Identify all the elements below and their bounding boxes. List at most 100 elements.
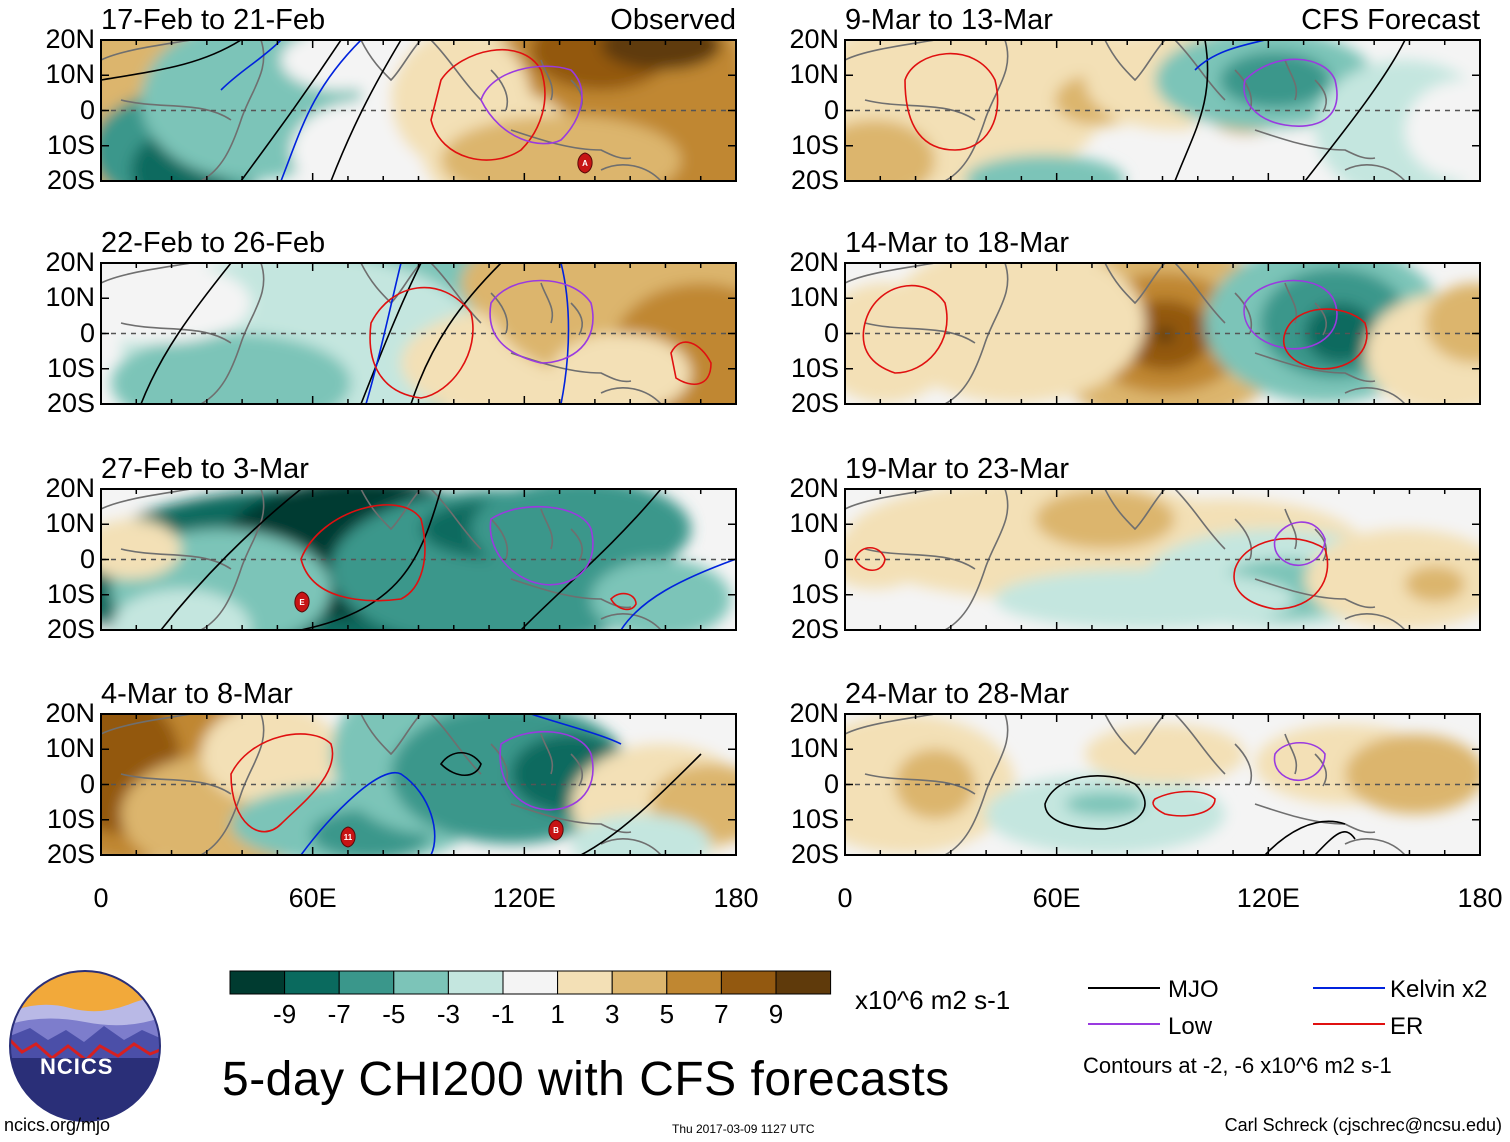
footer-url[interactable]: ncics.org/mjo [4,1115,111,1135]
lat-tick-label: 20N [45,473,95,503]
lon-tick-label: 0 [93,883,109,913]
panel-title: 4-Mar to 8-Mar [101,678,293,710]
colorbar-unit-label: x10^6 m2 s-1 [855,985,1011,1015]
coastlines [101,489,662,630]
colorbar-tick-label: 3 [604,999,620,1029]
colorbar-swatch [611,970,668,995]
chi200-anomaly-field [101,714,736,855]
wave-contours [230,714,702,855]
lat-tick-label: 20S [46,839,95,869]
colorbar-swatch [666,970,722,995]
cfs-forecast-label: CFS Forecast [1301,4,1480,36]
lat-tick-label: 10S [790,578,839,609]
tropical-cyclone-icon: B [548,819,564,841]
lat-tick-label: 10S [790,803,839,834]
lat-tick-label: 10S [46,803,95,834]
panel-title: 17-Feb to 21-Feb [101,4,326,36]
axis-ticks [844,39,1481,182]
colorbar-tick-label: 9 [768,999,784,1029]
lat-tick-label: 10S [46,578,95,609]
lat-tick-label: 0 [823,543,839,574]
axis-ticks [844,713,1481,856]
colorbar-swatch [229,970,286,995]
colorbar-swatch [447,970,504,995]
legend-label: Kelvin x2 [1390,976,1488,1003]
axis-ticks [100,488,737,631]
axis-ticks [844,488,1481,631]
lat-tick-label: 20S [790,165,839,195]
lat-tick-label: 10S [790,352,839,383]
storm-label: A [582,159,588,168]
footer-credit: Carl Schreck (cjschrec@ncsu.edu) [1224,1115,1502,1135]
lon-tick-label: 60E [1032,883,1081,913]
wave-contours [862,279,1368,374]
coastlines [101,263,662,404]
chi200-anomaly-field [101,489,731,630]
ncics-logo [9,970,161,1122]
legend-label: Low [1168,1013,1213,1040]
lat-tick-label: 10N [789,508,839,539]
panel-title: 14-Mar to 18-Mar [845,227,1070,259]
map-panel-p7 [844,488,1481,631]
map-panel-p5 [844,39,1481,182]
storm-label: 11 [344,833,353,842]
footer-timestamp: Thu 2017-03-09 1127 UTC [672,1122,815,1136]
colorbar-tick-label: -3 [436,999,460,1029]
lat-tick-label: 20S [46,614,95,644]
lat-tick-label: 20N [789,698,839,728]
lat-tick-label: 20S [46,165,95,195]
axis-ticks [100,713,737,856]
lat-tick-label: 10N [45,282,95,313]
colorbar-swatch [393,970,449,995]
colorbar-tick-label: -9 [273,999,297,1029]
axis-ticks [100,262,737,405]
lat-tick-label: 20N [789,473,839,503]
lat-tick-label: 10N [45,508,95,539]
lon-tick-label: 180 [1457,883,1503,913]
map-panel-p1 [100,39,737,182]
map-panel-p2 [100,262,737,405]
observed-label: Observed [610,4,736,36]
colorbar-swatch [284,970,340,995]
panel-title: 22-Feb to 26-Feb [101,227,326,259]
lat-tick-label: 20N [45,247,95,277]
colorbar-tick-label: 5 [659,999,675,1029]
wave-contours [101,40,583,181]
lon-tick-label: 0 [837,883,853,913]
colorbar-swatch [720,970,777,995]
map-panel-p6 [844,262,1481,405]
lat-tick-label: 10N [789,733,839,764]
lat-tick-label: 10N [45,733,95,764]
colorbar-swatch [502,970,559,995]
panel-title: 24-Mar to 28-Mar [845,678,1070,710]
figure-title: 5-day CHI200 with CFS forecasts [222,1053,950,1106]
storm-label: E [299,598,305,607]
colorbar-swatch [338,970,395,995]
lon-tick-label: 60E [288,883,337,913]
logo-text: NCICS [40,1054,114,1079]
map-panel-p3 [100,488,737,631]
storm-label: B [553,826,559,835]
lat-tick-label: 20N [789,24,839,54]
tropical-cyclone-icon: A [577,152,593,174]
tropical-cyclone-icon: E [294,591,310,613]
panel-title: 9-Mar to 13-Mar [845,4,1053,36]
coastlines [845,714,1406,855]
lat-tick-label: 10S [46,129,95,160]
legend-label: ER [1390,1013,1424,1040]
lat-tick-label: 20N [45,698,95,728]
lon-tick-label: 120E [492,883,556,913]
lat-tick-label: 20N [789,247,839,277]
colorbar-swatch [775,970,832,995]
panel-title: 19-Mar to 23-Mar [845,453,1070,485]
coastlines [101,40,662,181]
chi200-anomaly-field [845,714,1480,854]
colorbar-tick-label: -1 [491,999,515,1029]
wave-contours [140,263,712,404]
lat-tick-label: 0 [79,94,95,125]
wave-contours [1044,742,1356,855]
lat-tick-label: 0 [823,94,839,125]
axis-ticks [844,262,1481,405]
lon-tick-label: 180 [713,883,759,913]
